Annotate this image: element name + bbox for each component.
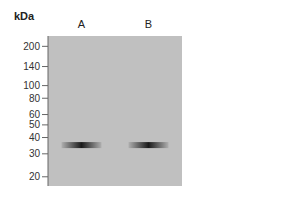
svg-text:B: B	[145, 18, 152, 30]
svg-text:40: 40	[29, 132, 41, 143]
svg-text:140: 140	[23, 61, 40, 72]
svg-text:60: 60	[29, 109, 41, 120]
svg-text:50: 50	[29, 119, 41, 130]
svg-text:100: 100	[23, 80, 40, 91]
svg-text:80: 80	[29, 93, 41, 104]
svg-text:A: A	[78, 18, 86, 30]
svg-text:30: 30	[29, 148, 41, 159]
svg-text:200: 200	[23, 41, 40, 52]
svg-text:20: 20	[29, 171, 41, 182]
html-text:kDa: kDa	[14, 10, 35, 22]
